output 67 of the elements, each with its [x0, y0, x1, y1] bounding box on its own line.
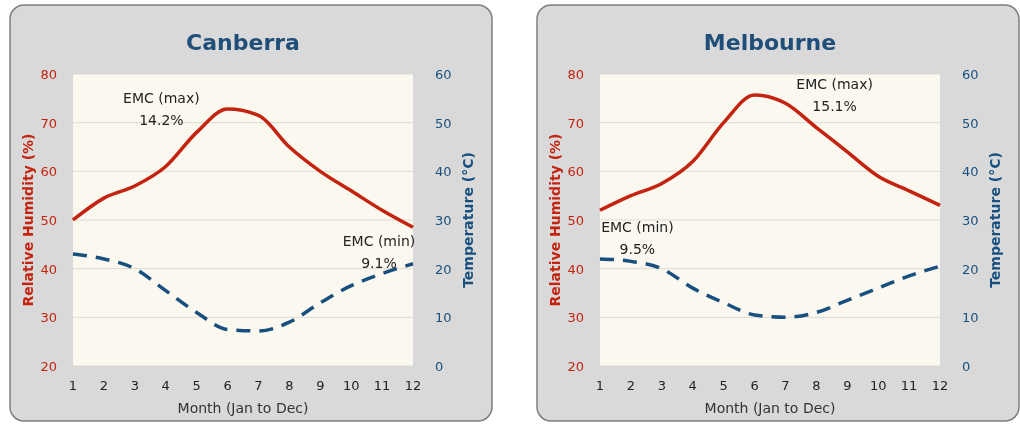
x-tick-label: 7	[254, 378, 263, 393]
y2-tick-label: 40	[962, 164, 979, 180]
line-series	[71, 107, 415, 230]
x-tick-label: 2	[99, 378, 109, 393]
x-tick-label: 8	[285, 378, 294, 393]
x-tick-label: 1	[68, 378, 78, 393]
y-tick-label: 60	[567, 164, 584, 180]
y2-tick-label: 0	[435, 359, 444, 374]
x-tick-label: 9	[843, 378, 852, 393]
y-tick-label: 50	[40, 213, 57, 228]
y-tick-label: 50	[567, 213, 584, 228]
line-series	[71, 252, 415, 333]
y-axis-title: Relative Humidity (%)	[547, 133, 563, 307]
line-series	[598, 93, 942, 213]
y2-tick-label: 40	[435, 164, 452, 180]
y2-axis-title: Temperature (°C)	[460, 152, 476, 288]
y2-tick-label: 30	[962, 213, 979, 228]
x-tick-label: 3	[657, 378, 666, 393]
y2-tick-label: 60	[435, 67, 452, 82]
x-tick-label: 9	[316, 378, 325, 393]
y2-tick-label: 20	[962, 261, 979, 277]
annotation: EMC (min) 9.5%	[601, 218, 674, 257]
y2-tick-label: 20	[435, 261, 452, 277]
x-tick-label: 1	[595, 378, 605, 393]
x-tick-label: 10	[342, 378, 360, 393]
y2-tick-label: 10	[962, 310, 979, 326]
y-tick-label: 40	[40, 261, 57, 277]
x-tick-label: 4	[161, 378, 170, 393]
y-tick-label: 60	[40, 164, 57, 180]
y-tick-label: 30	[40, 310, 57, 326]
x-axis-title: Month (Jan to Dec)	[177, 400, 309, 416]
x-tick-label: 4	[688, 378, 697, 393]
y2-tick-label: 10	[435, 310, 452, 326]
x-tick-label: 3	[130, 378, 139, 393]
x-tick-label: 6	[223, 378, 232, 393]
x-tick-label: 12	[404, 378, 422, 393]
y2-tick-label: 50	[435, 115, 452, 131]
x-tick-label: 2	[626, 378, 636, 393]
y-tick-label: 20	[40, 359, 57, 374]
x-tick-label: 7	[781, 378, 790, 393]
x-tick-label: 10	[869, 378, 887, 393]
x-tick-label: 6	[750, 378, 759, 393]
x-tick-label: 5	[719, 378, 728, 393]
chart-title: Canberra	[186, 30, 300, 55]
annotation: EMC (max) 15.1%	[796, 75, 873, 114]
x-axis-title: Month (Jan to Dec)	[704, 400, 836, 416]
x-tick-label: 12	[931, 378, 949, 393]
y-tick-label: 20	[567, 359, 584, 374]
y2-tick-label: 0	[962, 359, 971, 374]
y-axis-title: Relative Humidity (%)	[20, 133, 36, 307]
y-tick-label: 70	[567, 115, 584, 131]
y2-tick-label: 60	[962, 67, 979, 82]
annotation: EMC (min) 9.1%	[342, 233, 416, 272]
annotation: EMC (max) 14.2%	[123, 90, 200, 129]
y2-tick-label: 50	[962, 115, 979, 131]
x-tick-label: 8	[812, 378, 821, 393]
y-tick-label: 30	[567, 310, 584, 326]
x-tick-label: 5	[192, 378, 201, 393]
x-tick-label: 11	[373, 378, 391, 393]
y2-axis-title: Temperature (°C)	[987, 152, 1003, 288]
y-tick-label: 80	[40, 67, 57, 82]
y-tick-label: 70	[40, 115, 57, 131]
y-tick-label: 40	[567, 261, 584, 277]
chart-title: Melbourne	[703, 30, 837, 55]
x-tick-label: 11	[900, 378, 918, 393]
y-tick-label: 80	[567, 67, 584, 82]
y2-tick-label: 30	[435, 213, 452, 228]
